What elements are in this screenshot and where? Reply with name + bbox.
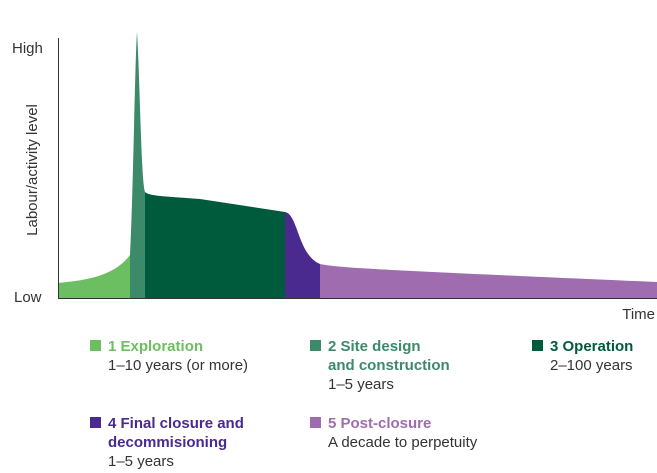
legend-name: 5 Post-closure: [328, 415, 431, 432]
legend-duration: 1–10 years (or more): [108, 357, 248, 374]
x-label: Time: [622, 306, 655, 323]
legend-duration: 2–100 years: [550, 357, 633, 374]
phase-area: [320, 264, 657, 298]
legend-duration: A decade to perpetuity: [328, 434, 478, 451]
legend-swatch: [90, 340, 101, 351]
legend-duration: 1–5 years: [328, 376, 394, 393]
legend-swatch: [90, 417, 101, 428]
legend-swatch: [310, 417, 321, 428]
y-low: Low: [14, 289, 42, 306]
legend-name: 1 Exploration: [108, 338, 203, 355]
legend-name: 4 Final closure and: [108, 415, 244, 432]
legend-name: decommisioning: [108, 434, 227, 451]
legend-swatch: [310, 340, 321, 351]
legend-duration: 1–5 years: [108, 453, 174, 470]
legend-name: and construction: [328, 357, 450, 374]
phase-area: [58, 255, 130, 298]
phase-area: [285, 212, 320, 298]
phase-area: [145, 192, 285, 298]
legend: 1 Exploration 1–10 years (or more) 2 Site …: [90, 338, 633, 470]
phase-area: [130, 32, 145, 298]
legend-name: 3 Operation: [550, 338, 633, 355]
legend-swatch: [532, 340, 543, 351]
y-high: High: [12, 40, 43, 57]
legend-name: 2 Site design: [328, 338, 421, 355]
y-label: Labour/activity level: [24, 104, 41, 236]
